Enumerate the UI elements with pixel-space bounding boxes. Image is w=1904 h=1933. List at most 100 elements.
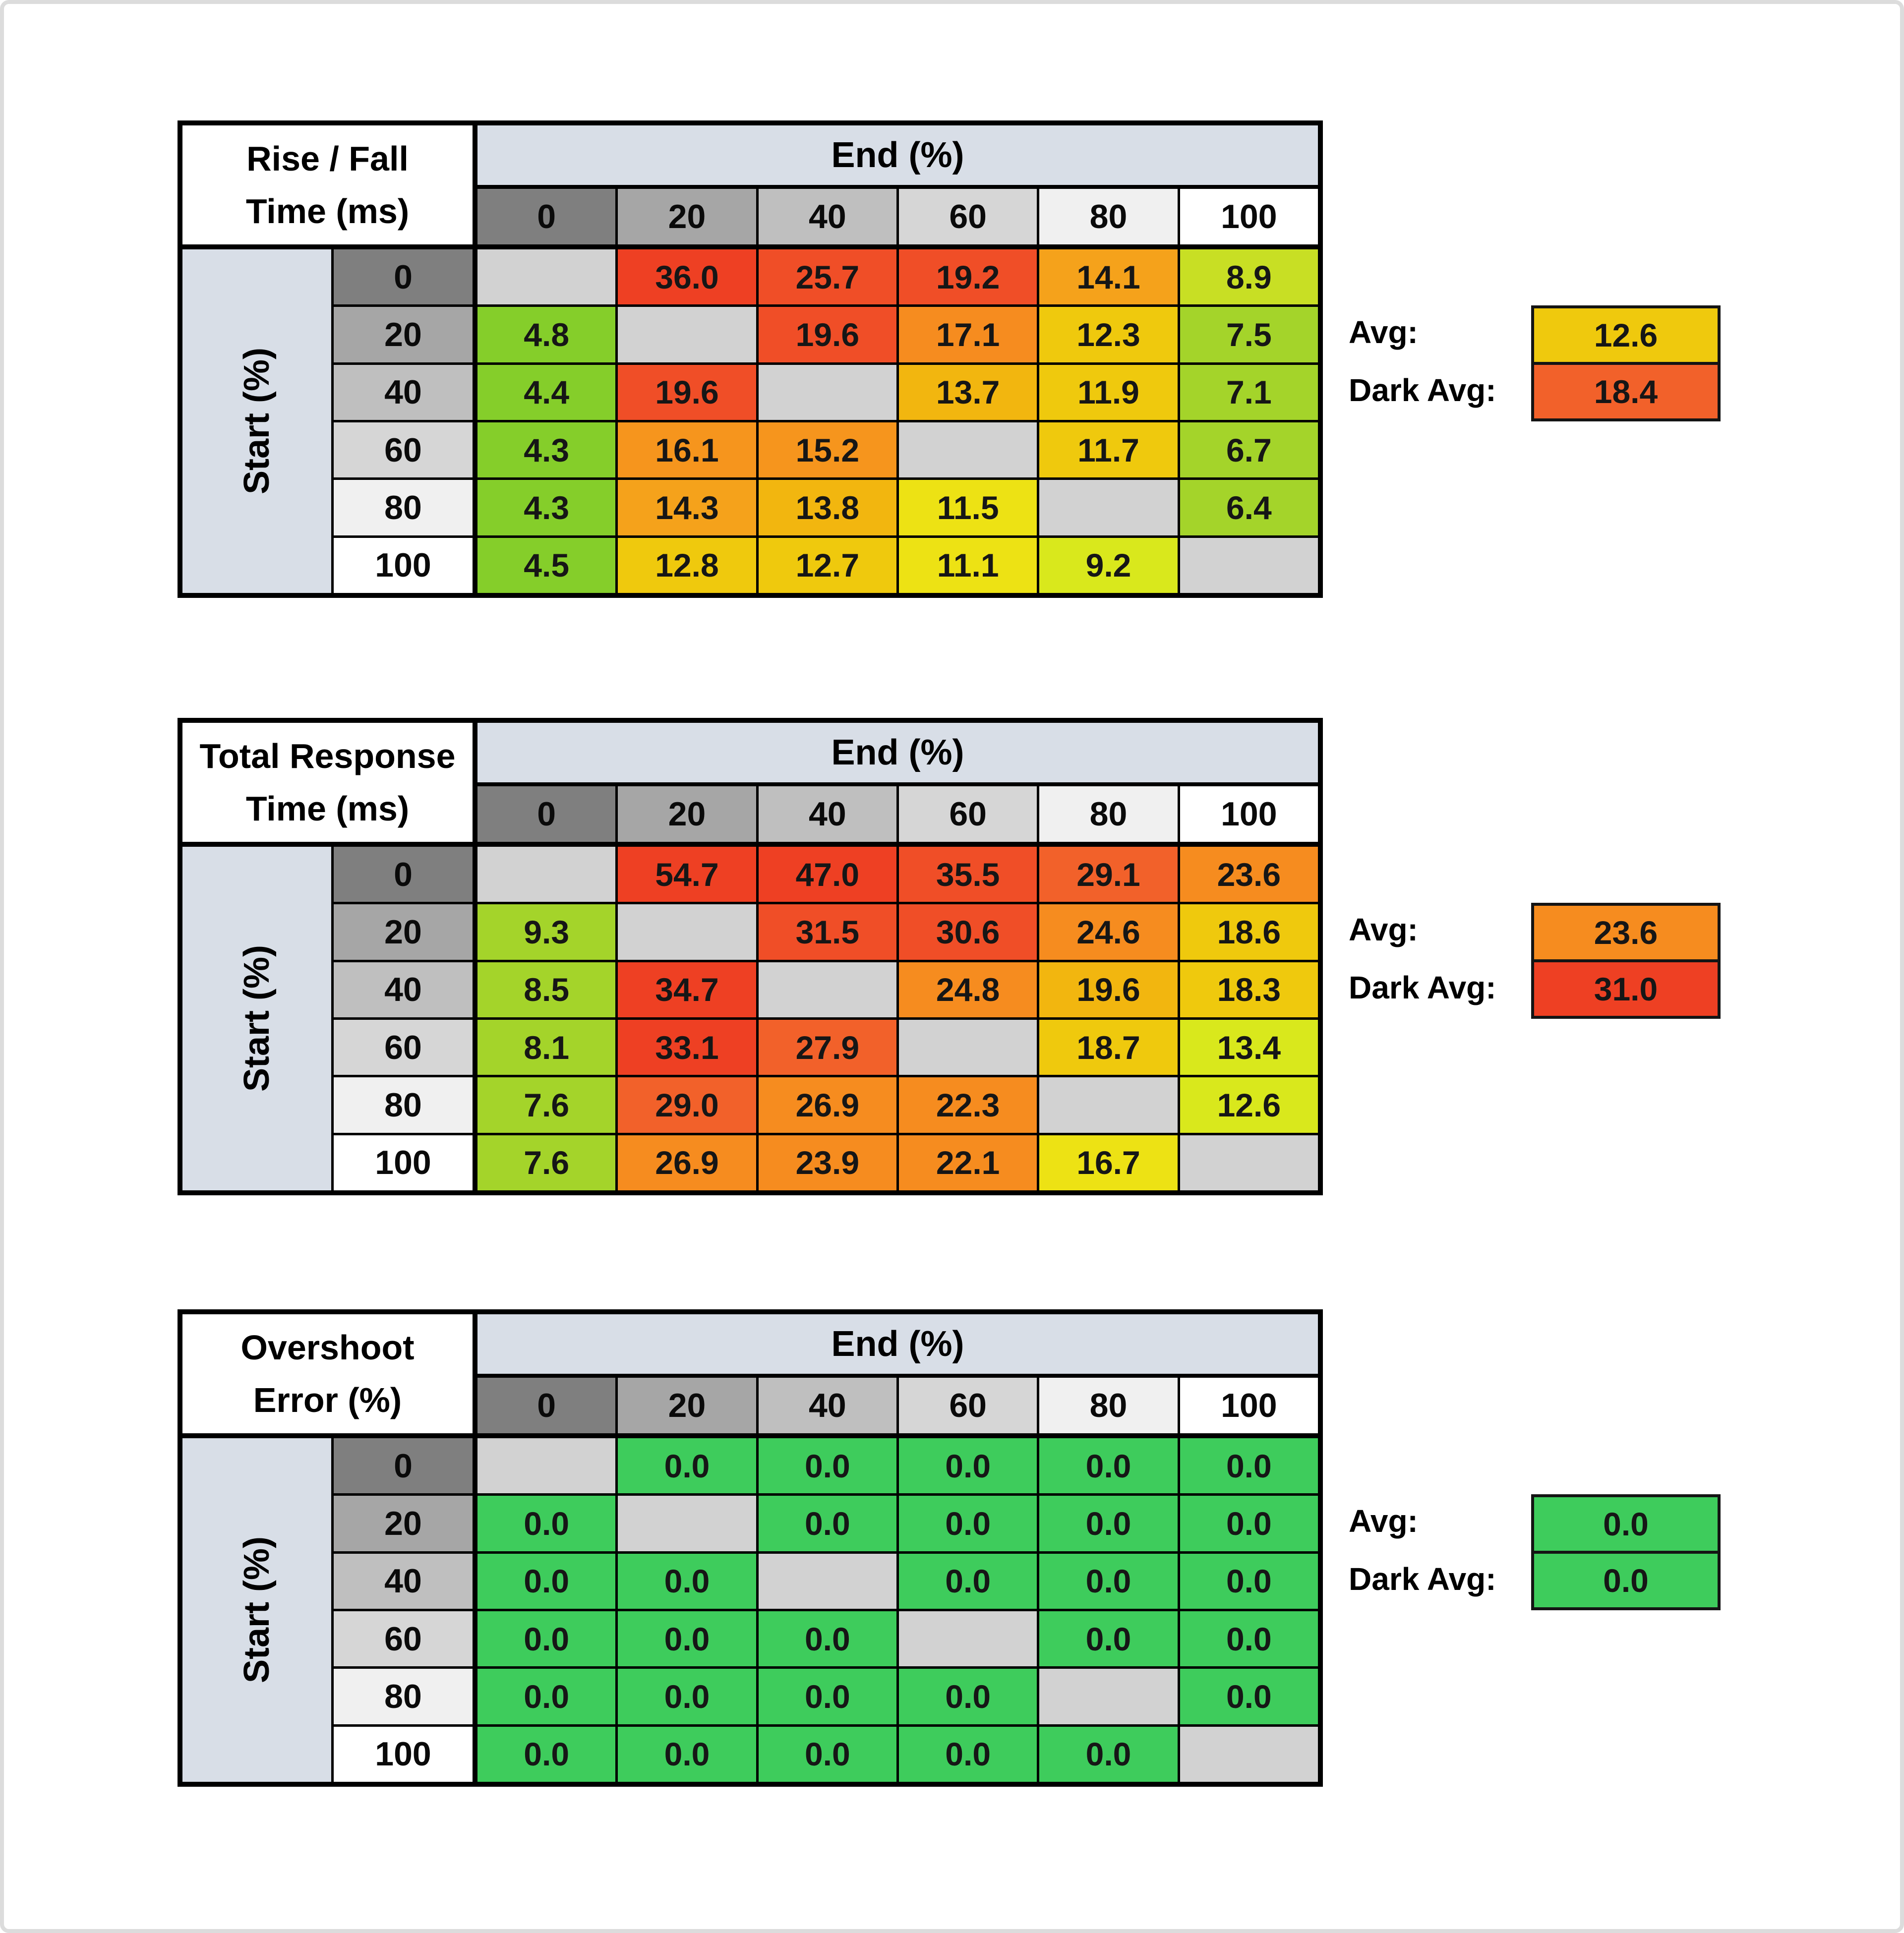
col-labels-row: 0 20 40 60 80 100 xyxy=(477,1378,1318,1433)
value-cell: 7.5 xyxy=(1180,307,1318,362)
col-label: 20 xyxy=(618,189,756,244)
row-header-area: Start (%) 0 20 40 60 80 100 xyxy=(182,249,473,593)
blank-diagonal-cell xyxy=(1039,480,1178,535)
dark-avg-label: Dark Avg: xyxy=(1349,1561,1496,1597)
col-label: 100 xyxy=(1180,1378,1318,1433)
row-label: 100 xyxy=(334,1135,473,1190)
avg-value: 23.6 xyxy=(1534,906,1718,959)
avg-summary-box: 23.6 31.0 xyxy=(1531,903,1721,1019)
start-axis-header-text: Start (%) xyxy=(237,945,277,1092)
row-label: 0 xyxy=(334,1438,473,1494)
value-cell: 11.7 xyxy=(1039,422,1178,478)
col-label: 40 xyxy=(758,1378,896,1433)
blank-diagonal-cell xyxy=(899,1611,1037,1667)
start-axis-header: Start (%) xyxy=(182,847,331,1190)
value-cell: 8.9 xyxy=(1180,249,1318,305)
blank-diagonal-cell xyxy=(618,904,756,960)
col-label: 100 xyxy=(1180,786,1318,842)
value-cell: 54.7 xyxy=(618,847,756,902)
value-cell: 29.0 xyxy=(618,1077,756,1133)
value-cell: 11.1 xyxy=(899,537,1037,593)
value-cell: 24.6 xyxy=(1039,904,1178,960)
heatmap-table-overshoot: Overshoot Error (%) End (%) 0 20 40 60 80 100 Sta… xyxy=(178,1309,1323,1787)
avg-summary-box: 12.6 18.4 xyxy=(1531,305,1721,421)
heatmap-table-rise-fall: Rise / Fall Time (ms) End (%) 0 20 40 60 80 100 S… xyxy=(178,120,1323,598)
value-cell: 0.0 xyxy=(899,1438,1037,1494)
col-label: 0 xyxy=(477,786,616,842)
value-cell: 0.0 xyxy=(618,1726,756,1782)
value-cell: 7.6 xyxy=(477,1077,616,1133)
data-grid: 36.0 25.7 19.2 14.1 8.9 4.8 19.6 17.1 12.3 7.5 4.4… xyxy=(477,249,1318,593)
value-cell: 23.6 xyxy=(1180,847,1318,902)
avg-label: Avg: xyxy=(1349,314,1418,350)
value-cell: 12.8 xyxy=(618,537,756,593)
col-label: 80 xyxy=(1039,189,1178,244)
col-label: 100 xyxy=(1180,189,1318,244)
start-axis-header: Start (%) xyxy=(182,1438,331,1782)
value-cell: 0.0 xyxy=(1039,1611,1178,1667)
avg-label: Avg: xyxy=(1349,912,1418,947)
end-axis-header: End (%) xyxy=(477,1314,1318,1374)
row-label: 40 xyxy=(334,1553,473,1609)
value-cell: 7.6 xyxy=(477,1135,616,1190)
value-cell: 14.1 xyxy=(1039,249,1178,305)
heatmap-table-total-response: Total Response Time (ms) End (%) 0 20 40 60 80 1… xyxy=(178,718,1323,1195)
value-cell: 33.1 xyxy=(618,1020,756,1075)
row-label: 40 xyxy=(334,962,473,1017)
row-label: 0 xyxy=(334,249,473,305)
header-divider xyxy=(477,185,1318,189)
value-cell: 0.0 xyxy=(758,1669,896,1724)
value-cell: 31.5 xyxy=(758,904,896,960)
end-axis-header: End (%) xyxy=(477,723,1318,782)
value-cell: 22.3 xyxy=(899,1077,1037,1133)
row-label: 20 xyxy=(334,904,473,960)
value-cell: 13.8 xyxy=(758,480,896,535)
blank-diagonal-cell xyxy=(758,962,896,1017)
value-cell: 36.0 xyxy=(618,249,756,305)
col-label: 0 xyxy=(477,1378,616,1433)
value-cell: 0.0 xyxy=(1180,1496,1318,1551)
value-cell: 24.8 xyxy=(899,962,1037,1017)
value-cell: 18.7 xyxy=(1039,1020,1178,1075)
value-cell: 13.4 xyxy=(1180,1020,1318,1075)
value-cell: 30.6 xyxy=(899,904,1037,960)
col-label: 20 xyxy=(618,1378,756,1433)
value-cell: 11.9 xyxy=(1039,364,1178,420)
value-cell: 9.3 xyxy=(477,904,616,960)
blank-diagonal-cell xyxy=(618,307,756,362)
col-label: 60 xyxy=(899,1378,1037,1433)
value-cell: 0.0 xyxy=(477,1726,616,1782)
row-label: 20 xyxy=(334,1496,473,1551)
end-header-area: End (%) 0 20 40 60 80 100 xyxy=(477,723,1318,842)
avg-value: 12.6 xyxy=(1534,308,1718,362)
value-cell: 22.1 xyxy=(899,1135,1037,1190)
value-cell: 23.9 xyxy=(758,1135,896,1190)
blank-diagonal-cell xyxy=(1180,1135,1318,1190)
blank-diagonal-cell xyxy=(1180,1726,1318,1782)
value-cell: 0.0 xyxy=(758,1726,896,1782)
dark-avg-value: 0.0 xyxy=(1534,1554,1718,1607)
table-title-line1: Rise / Fall xyxy=(246,139,409,178)
table-title-line2: Error (%) xyxy=(253,1381,402,1419)
table-title-line2: Time (ms) xyxy=(245,789,410,828)
table-title: Rise / Fall Time (ms) xyxy=(182,125,473,244)
value-cell: 13.7 xyxy=(899,364,1037,420)
value-cell: 35.5 xyxy=(899,847,1037,902)
value-cell: 0.0 xyxy=(1039,1553,1178,1609)
value-cell: 11.5 xyxy=(899,480,1037,535)
col-label: 40 xyxy=(758,189,896,244)
table-title: Total Response Time (ms) xyxy=(182,723,473,842)
blank-diagonal-cell xyxy=(899,1020,1037,1075)
value-cell: 47.0 xyxy=(758,847,896,902)
avg-label: Avg: xyxy=(1349,1503,1418,1539)
row-label: 20 xyxy=(334,307,473,362)
value-cell: 0.0 xyxy=(1180,1611,1318,1667)
value-cell: 0.0 xyxy=(758,1438,896,1494)
value-cell: 19.6 xyxy=(1039,962,1178,1017)
col-label: 80 xyxy=(1039,1378,1178,1433)
value-cell: 19.6 xyxy=(758,307,896,362)
value-cell: 4.8 xyxy=(477,307,616,362)
value-cell: 6.4 xyxy=(1180,480,1318,535)
value-cell: 34.7 xyxy=(618,962,756,1017)
